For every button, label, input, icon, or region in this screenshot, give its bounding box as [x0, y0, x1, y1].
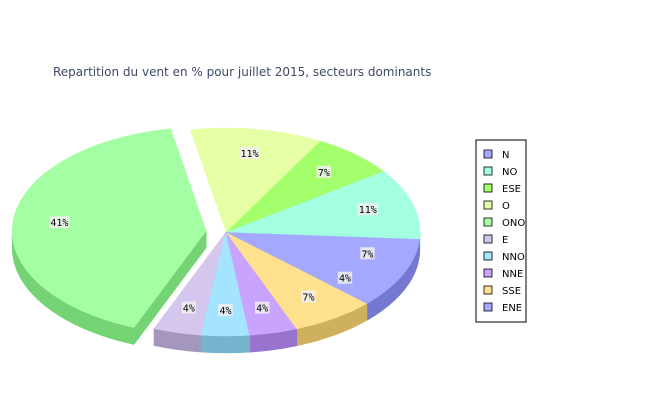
- value-label-bg: [301, 290, 316, 303]
- value-label-bg: [316, 165, 332, 178]
- slice-o: [189, 127, 321, 233]
- legend-swatch-e: [483, 234, 493, 244]
- legend-label-nno: NNO: [502, 252, 525, 263]
- legend-swatch-nno: [483, 251, 493, 261]
- value-label-ono: 41%: [50, 218, 68, 229]
- legend-swatch-sse: [483, 285, 493, 295]
- legend-label-ene: ENE: [502, 303, 522, 314]
- slice-side-nno: [200, 334, 250, 354]
- legend-label-ono: ONO: [502, 218, 525, 229]
- value-label-sse: 7%: [302, 293, 314, 304]
- value-label-bg: [254, 301, 270, 314]
- value-label-bg: [337, 271, 353, 284]
- legend-swatch-nne: [483, 268, 493, 278]
- legend-swatch-ono: [483, 217, 493, 227]
- value-label-bg: [360, 247, 375, 260]
- legend-swatch-o: [483, 200, 493, 210]
- legend-label-nne: NNE: [502, 269, 523, 280]
- value-label-ese: 7%: [318, 168, 330, 179]
- legend-label-no: NO: [502, 167, 517, 178]
- slice-ene: [225, 231, 397, 304]
- value-label-o: 11%: [241, 149, 259, 160]
- slice-ono: [11, 128, 207, 328]
- value-label-bg: [181, 301, 197, 314]
- legend-swatch-ene: [483, 302, 493, 312]
- slice-no: [225, 170, 421, 240]
- value-label-n: 7%: [361, 249, 373, 260]
- value-label-e: 4%: [183, 303, 195, 314]
- legend-label-n: N: [502, 150, 509, 161]
- legend-label-sse: SSE: [502, 286, 521, 297]
- value-label-no: 11%: [359, 205, 377, 216]
- value-label-bg: [357, 203, 379, 216]
- legend-label-o: O: [502, 201, 510, 212]
- value-label-nno: 4%: [219, 306, 231, 317]
- legend-swatch-ese: [483, 183, 493, 193]
- legend-swatch-n: [483, 149, 493, 159]
- value-label-bg: [49, 216, 70, 229]
- value-label-ene: 4%: [339, 274, 351, 285]
- legend-swatch-no: [483, 166, 493, 176]
- pie-layer: 7% 11% 7% 11% 41% 4% 4% 4% 7% 4%: [11, 127, 421, 354]
- chart-title: Repartition du vent en % pour juillet 20…: [53, 65, 431, 79]
- value-label-nne: 4%: [256, 304, 268, 315]
- value-label-bg: [218, 304, 233, 317]
- value-label-bg: [239, 146, 260, 159]
- legend-label-ese: ESE: [502, 184, 521, 195]
- legend-label-e: E: [502, 235, 508, 246]
